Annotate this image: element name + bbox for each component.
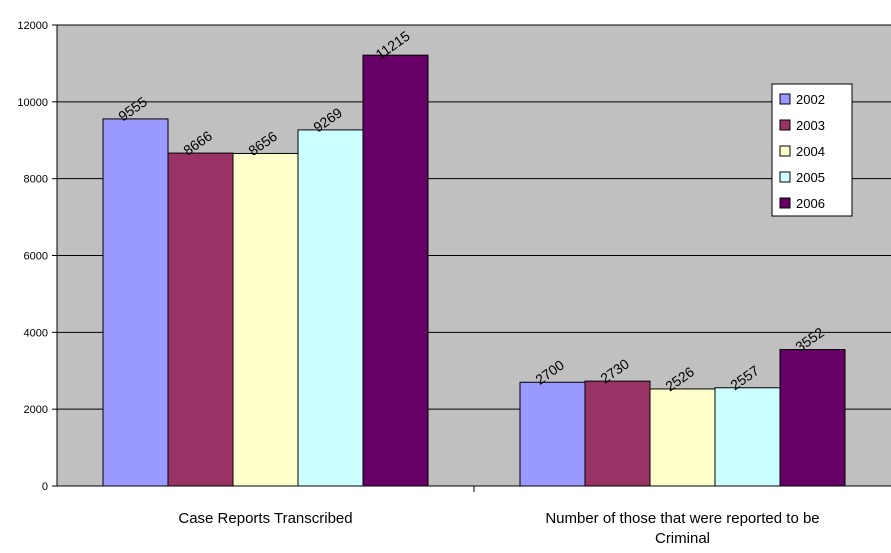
y-tick-label: 2000 [24, 404, 48, 416]
bar-2002 [519, 381, 586, 487]
y-tick-label: 4000 [24, 327, 48, 339]
y-tick-label: 10000 [17, 97, 48, 109]
bar-2002 [102, 118, 169, 487]
legend-swatch [779, 119, 791, 131]
legend-label: 2004 [796, 144, 825, 159]
category-label: Number of those that were reported to be [545, 510, 819, 527]
legend-swatch [779, 93, 791, 105]
y-tick-label: 12000 [17, 20, 48, 32]
legend-label: 2003 [796, 118, 825, 133]
category-label: Case Reports Transcribed [178, 510, 352, 527]
bar-2006 [779, 349, 846, 487]
legend-label: 2006 [796, 196, 825, 211]
bar-2006 [362, 54, 429, 487]
legend: 2002 2003 2004 2005 2006 [771, 83, 853, 217]
bar-2004 [649, 388, 716, 487]
bar-2003 [584, 380, 651, 487]
y-tick-label: 8000 [24, 174, 48, 186]
legend-label: 2002 [796, 92, 825, 107]
legend-label: 2005 [796, 170, 825, 185]
category-label: Criminal [655, 530, 710, 547]
bar-2005 [714, 387, 781, 487]
bar-2004 [232, 152, 299, 487]
y-tick-label: 6000 [24, 251, 48, 263]
legend-swatch [779, 145, 791, 157]
legend-swatch [779, 197, 791, 209]
y-tick-label: 0 [42, 481, 48, 493]
axes: 0 2000 4000 6000 8000 10000 12000 Case Reports … [17, 20, 891, 547]
legend-swatch [779, 171, 791, 183]
bar-2003 [167, 152, 234, 487]
bars [102, 54, 846, 487]
bar-2005 [297, 129, 364, 487]
